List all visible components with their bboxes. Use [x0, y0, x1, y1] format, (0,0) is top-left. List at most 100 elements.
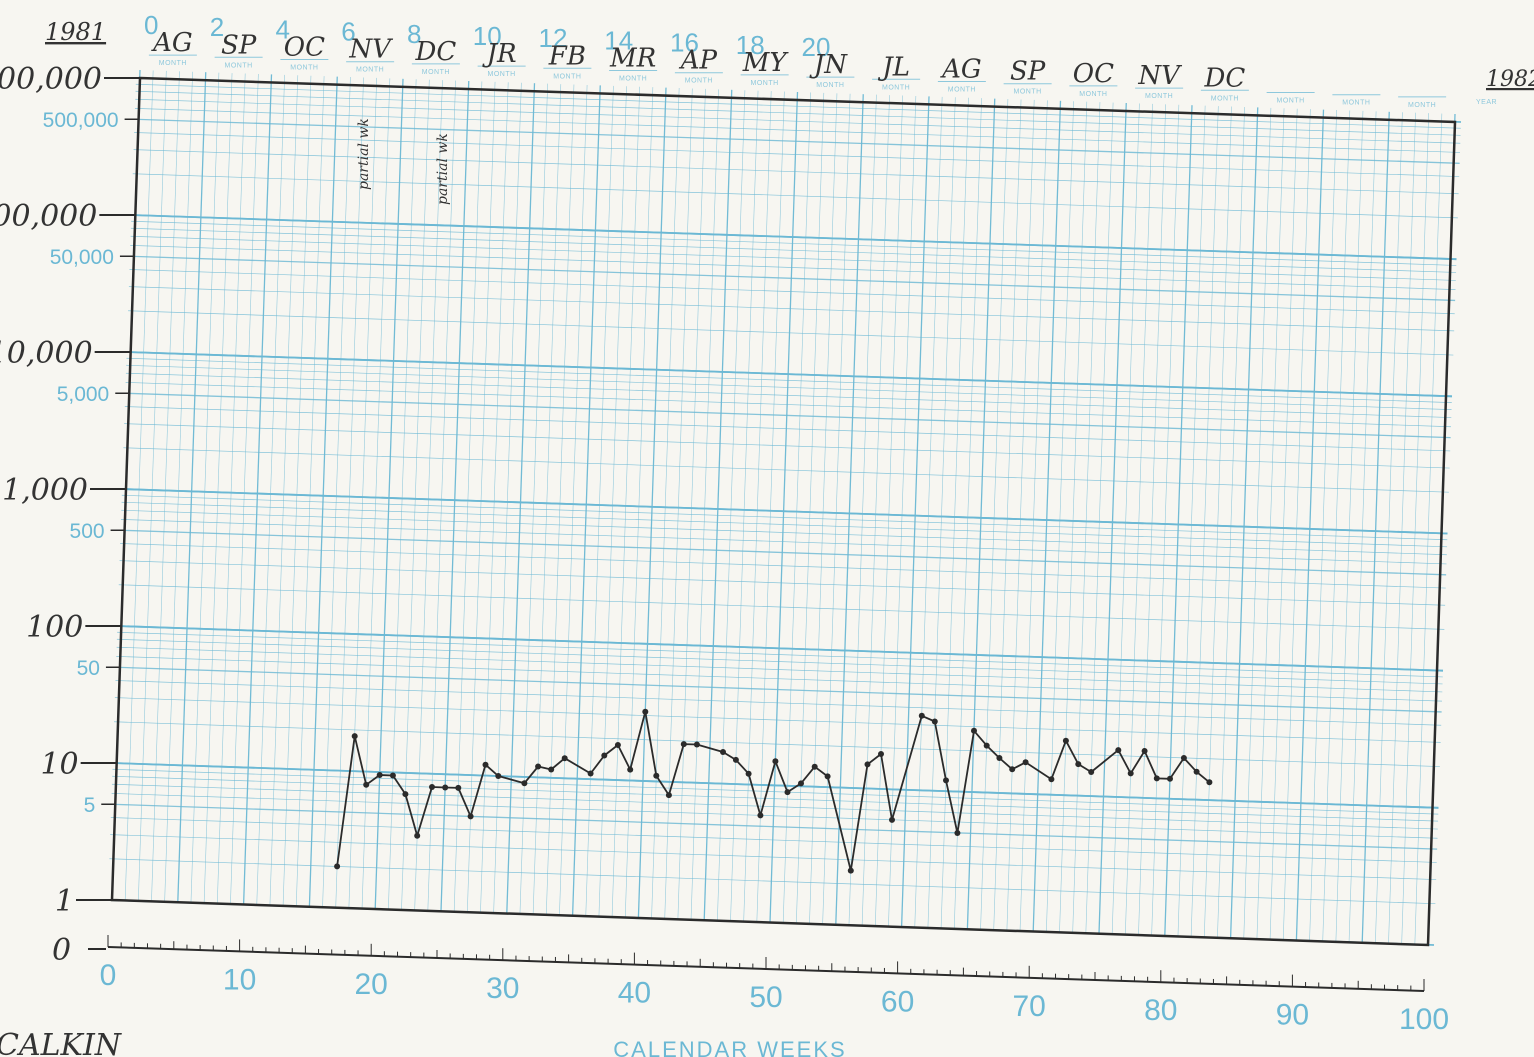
month-caption: MONTH [1079, 91, 1107, 98]
minor-gridline-v [519, 83, 548, 914]
major-gridline-h [126, 351, 1453, 398]
data-point [1075, 761, 1082, 768]
data-point [495, 773, 502, 779]
month-caption: MONTH [159, 60, 187, 67]
minor-gridline-v [1046, 101, 1074, 932]
data-point [824, 773, 831, 780]
data-point [561, 755, 568, 762]
minor-gridline-v [190, 72, 220, 903]
x-tick-label: 30 [486, 972, 519, 1005]
data-point [784, 789, 791, 796]
minor-gridline-h [114, 721, 1440, 767]
minor-gridline-v [1072, 102, 1101, 933]
x-axis-label: CALENDAR WEEKS [613, 1037, 846, 1057]
y-tick-label-minor: 500 [70, 520, 105, 543]
y-tick-label-zero: 0 [52, 933, 71, 968]
data-point [918, 712, 925, 719]
minor-gridline-v [1309, 110, 1337, 941]
minor-gridline-v [335, 77, 364, 908]
month-mark: NV [348, 35, 393, 65]
major-gridline-v [177, 72, 207, 903]
data-point [614, 742, 621, 748]
data-point [1193, 768, 1200, 775]
month-caption: MONTH [1211, 95, 1239, 102]
minor-gridline-v [861, 95, 890, 926]
minor-horizontal-gridlines [109, 83, 1461, 905]
y-tick-label-major: 100 [26, 610, 83, 645]
data-point [996, 755, 1003, 761]
minor-gridline-v [664, 88, 693, 919]
minor-gridline-v [348, 77, 377, 909]
minor-gridline-v [730, 90, 759, 922]
x-axis: 0 10 20 30 40 50 60 70 80 90 100 [100, 959, 1449, 1036]
x-tick-label: 90 [1276, 999, 1309, 1032]
data-point [864, 761, 871, 768]
data-point [798, 780, 804, 787]
minor-gridline-h [125, 382, 1452, 428]
minor-gridline-v [874, 95, 903, 927]
minor-gridline-v [401, 79, 430, 910]
major-gridline-h [117, 625, 1444, 672]
minor-gridline-v [624, 87, 654, 918]
minor-gridline-v [453, 81, 483, 912]
minor-gridline-v [717, 90, 746, 921]
major-gridline-v [966, 98, 996, 930]
data-point [680, 741, 687, 748]
data-point [1062, 737, 1069, 744]
data-point [1088, 769, 1095, 775]
data-point [455, 784, 462, 791]
minor-gridline-v [651, 88, 680, 919]
minor-gridline-v [203, 73, 233, 904]
data-point [745, 770, 752, 777]
minor-gridline-v [1177, 105, 1206, 937]
month-caption: MONTH [1145, 93, 1173, 100]
minor-gridline-h [111, 803, 1438, 850]
x-axis-ruler [107, 935, 1425, 992]
data-point [587, 770, 594, 777]
data-point [467, 813, 474, 820]
month-mark: MR [609, 44, 656, 74]
data-point [1048, 776, 1055, 783]
minor-gridline-v [322, 77, 351, 908]
minor-gridline-h [121, 509, 1447, 556]
y-tick-label-major: 1 [55, 884, 74, 919]
year-end: 1982 [1486, 67, 1534, 92]
minor-gridline-v [1414, 113, 1443, 945]
minor-gridline-v [467, 81, 496, 913]
minor-gridline-v [1217, 106, 1245, 938]
minor-gridline-v [585, 85, 614, 917]
month-mark: AP [679, 46, 718, 76]
minor-gridline-v [980, 99, 1009, 930]
x-tick-label: 80 [1144, 994, 1177, 1027]
minor-gridline-v [993, 99, 1022, 931]
data-point [1009, 766, 1016, 773]
data-point [601, 752, 608, 759]
minor-gridline-h [133, 149, 1459, 195]
major-gridline-v [506, 83, 536, 914]
minor-gridline-h [134, 118, 1460, 164]
minor-gridline-v [1006, 99, 1035, 931]
y-tick-label-major: 10 [40, 747, 78, 782]
minor-gridline-v [427, 80, 456, 911]
minor-gridline-v [559, 84, 588, 916]
minor-gridline-v [164, 71, 193, 902]
period-number: 2 [210, 12, 224, 42]
minor-gridline-v [782, 92, 811, 923]
minor-gridline-v [940, 97, 969, 929]
period-number: 14 [604, 25, 633, 55]
major-gridline-v [1164, 105, 1193, 937]
month-caption: MONTH [1342, 100, 1370, 107]
data-point [363, 781, 370, 788]
data-point [521, 780, 528, 787]
minor-gridline-v [953, 98, 982, 929]
minor-gridline-h [134, 132, 1460, 177]
minor-gridline-v [545, 84, 575, 915]
x-tick-label: 10 [223, 963, 256, 996]
minor-gridline-h [124, 406, 1451, 452]
data-point [811, 763, 818, 770]
minor-gridline-h [130, 227, 1457, 273]
x-tick-label: 60 [881, 985, 914, 1018]
major-gridline-v [769, 91, 799, 923]
data-point [535, 763, 542, 770]
major-gridline-v [440, 80, 470, 912]
